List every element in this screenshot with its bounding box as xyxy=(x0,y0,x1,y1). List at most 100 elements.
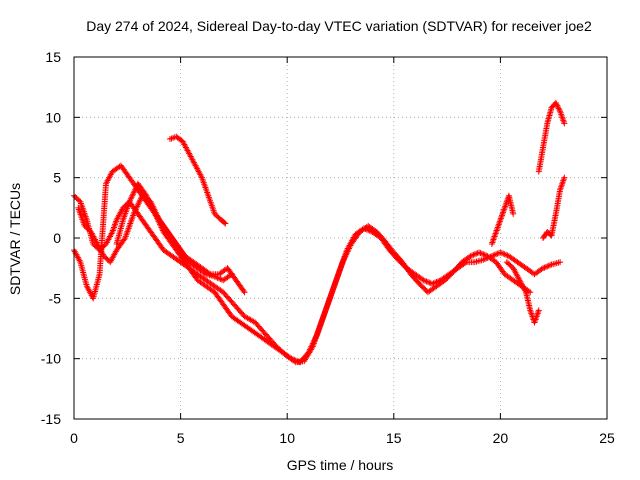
data-point xyxy=(559,179,566,186)
data-point xyxy=(531,319,538,326)
data-point xyxy=(471,251,478,258)
data-point xyxy=(491,251,498,258)
data-point xyxy=(500,250,507,257)
data-point xyxy=(291,356,298,363)
data-point xyxy=(491,233,498,240)
data-point xyxy=(554,102,561,109)
data-point xyxy=(496,219,503,226)
data-point xyxy=(201,270,208,277)
data-point xyxy=(497,215,504,222)
data-point xyxy=(553,101,560,108)
x-axis-label: GPS time / hours xyxy=(287,457,394,473)
data-point xyxy=(481,251,488,258)
data-point xyxy=(534,310,541,317)
data-point xyxy=(559,180,566,187)
data-point xyxy=(227,272,234,279)
data-point xyxy=(473,250,480,257)
data-point xyxy=(240,287,247,294)
data-point xyxy=(555,105,562,112)
data-point xyxy=(111,222,118,229)
data-point xyxy=(558,182,565,189)
data-point xyxy=(500,209,507,216)
data-point xyxy=(494,224,501,231)
y-tick-label: -15 xyxy=(41,411,61,427)
data-point xyxy=(112,221,119,228)
data-point xyxy=(488,241,495,248)
data-point xyxy=(489,239,496,246)
plot-frame xyxy=(73,56,608,420)
data-point xyxy=(545,262,552,269)
data-point xyxy=(498,250,505,257)
data-point xyxy=(544,263,551,270)
data-point xyxy=(211,273,218,280)
data-point xyxy=(499,210,506,217)
series-s9 xyxy=(540,174,568,241)
data-point xyxy=(557,185,564,192)
data-point xyxy=(493,251,500,258)
data-point xyxy=(501,206,508,213)
data-point xyxy=(467,253,474,260)
data-point xyxy=(110,224,117,231)
data-point xyxy=(558,112,565,119)
x-tick-label: 5 xyxy=(177,430,185,446)
chart-title: Day 274 of 2024, Sidereal Day-to-day VTE… xyxy=(86,18,592,34)
x-tick-label: 10 xyxy=(279,430,295,446)
data-point xyxy=(501,251,508,258)
data-point xyxy=(500,207,507,214)
data-point xyxy=(535,307,542,314)
data-point xyxy=(493,228,500,235)
data-point xyxy=(556,106,563,113)
x-tick-label: 25 xyxy=(599,430,615,446)
data-point xyxy=(215,275,222,282)
data-point xyxy=(495,221,502,228)
data-point xyxy=(498,213,505,220)
data-point xyxy=(534,311,541,318)
series-s4 xyxy=(113,180,235,284)
data-point xyxy=(560,118,567,125)
data-point xyxy=(478,250,485,257)
data-marks xyxy=(71,99,568,366)
data-point xyxy=(495,222,502,229)
data-point xyxy=(476,249,483,256)
data-point xyxy=(221,219,228,226)
data-point xyxy=(557,259,564,266)
y-tick-label: -10 xyxy=(41,351,61,367)
data-point xyxy=(480,256,487,263)
data-point xyxy=(497,216,504,223)
data-point xyxy=(496,218,503,225)
series-s6 xyxy=(503,259,542,326)
tick-labels: 0 5 10 15 20 25 -15 -10 -5 0 5 10 15 xyxy=(41,49,615,446)
data-point xyxy=(497,249,504,256)
data-point xyxy=(528,310,535,317)
data-point xyxy=(490,236,497,243)
data-point xyxy=(501,204,508,211)
y-tick-label: 15 xyxy=(45,49,61,65)
data-point xyxy=(535,308,542,315)
data-point xyxy=(558,183,565,190)
data-point xyxy=(492,231,499,238)
data-point xyxy=(559,115,566,122)
data-point xyxy=(561,174,568,181)
data-point xyxy=(289,356,296,363)
data-point xyxy=(489,238,496,245)
series-s5 xyxy=(166,133,229,227)
data-point xyxy=(430,280,437,287)
x-tick-label: 0 xyxy=(70,430,78,446)
data-point xyxy=(542,263,549,270)
data-point xyxy=(510,210,517,217)
data-point xyxy=(214,274,221,281)
grid xyxy=(74,57,607,419)
data-point xyxy=(429,280,436,287)
data-point xyxy=(424,279,431,286)
data-point xyxy=(540,265,547,272)
data-point xyxy=(493,227,500,234)
data-point xyxy=(241,289,248,296)
data-point xyxy=(560,177,567,184)
data-point xyxy=(423,278,430,285)
data-point xyxy=(503,251,510,258)
data-point xyxy=(494,225,501,232)
data-point xyxy=(554,104,561,111)
data-point xyxy=(547,262,554,269)
data-point xyxy=(560,117,567,124)
